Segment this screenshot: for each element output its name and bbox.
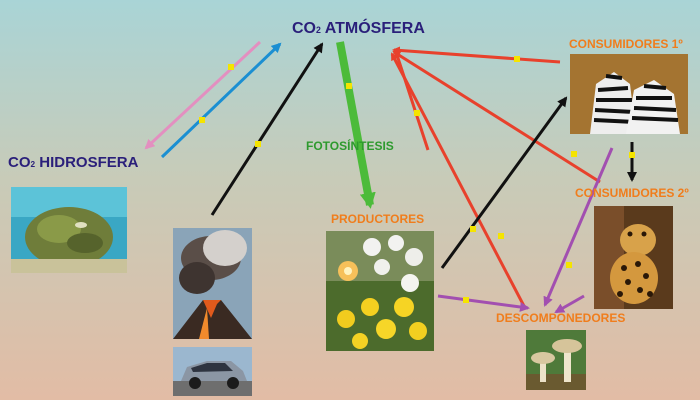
volcano-eruption-photo	[173, 228, 252, 339]
arrow-consumers2-respiration	[392, 50, 601, 184]
zebras-photo	[570, 54, 688, 134]
consumers1-label: CONSUMIDORES 1º	[569, 37, 683, 51]
coral-reef-photo	[11, 187, 127, 273]
arrow-consumers2-to-decomposers	[554, 294, 585, 314]
arrow-producers-respiration	[394, 50, 430, 151]
mushrooms-photo	[526, 330, 586, 390]
atmosphere-label: CO2 ATMÓSFERA	[292, 20, 425, 37]
consumers2-label: CONSUMIDORES 2º	[575, 186, 689, 200]
hydrosphere-label: CO2 HIDROSFERA	[8, 154, 139, 171]
arrow-producers-to-decomposers	[437, 294, 530, 312]
flow-markers	[199, 56, 635, 303]
arrow-atmosphere-to-hydrosphere	[144, 40, 262, 150]
arrow-volcano-to-atmosphere	[210, 42, 324, 216]
photosynthesis-label: FOTOSÍNTESIS	[306, 139, 394, 153]
producers-label: PRODUCTORES	[331, 212, 425, 226]
arrow-producers-to-consumers1	[440, 96, 568, 269]
arrow-consumers1-respiration	[392, 46, 561, 64]
arrow-decomposers-respiration	[390, 52, 527, 309]
jaguar-photo	[594, 206, 673, 309]
arrow-hydrosphere-to-atmosphere	[160, 42, 282, 159]
arrow-consumers1-to-decomposers	[543, 147, 614, 307]
arrow-photosynthesis	[336, 41, 376, 209]
car-photo	[173, 347, 252, 396]
decomposers-label: DESCOMPONEDORES	[496, 311, 626, 325]
flowers-photo	[326, 231, 434, 351]
